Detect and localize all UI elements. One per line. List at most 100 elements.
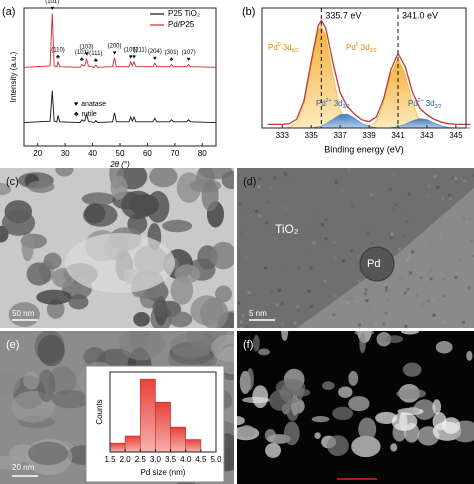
bright-area xyxy=(65,233,175,293)
x-tick-label: 3.5 xyxy=(165,455,177,464)
particle xyxy=(0,370,21,396)
lattice-noise xyxy=(442,298,446,302)
x-tick-label: 337 xyxy=(333,131,347,140)
lattice-noise xyxy=(269,186,273,190)
particle xyxy=(338,386,353,399)
peak-label: (107) xyxy=(182,50,196,56)
particle xyxy=(176,172,202,203)
particle xyxy=(43,252,62,270)
lattice-noise xyxy=(347,297,351,301)
x-tick-label: 341 xyxy=(391,131,405,140)
lattice-noise xyxy=(257,185,261,189)
particle xyxy=(385,335,403,344)
x-tick-label: 60 xyxy=(143,149,152,158)
particle xyxy=(265,442,282,458)
particle xyxy=(215,285,232,303)
lattice-noise xyxy=(297,309,301,313)
particle xyxy=(413,399,436,420)
x-tick-label: 2.0 xyxy=(120,455,132,464)
x-tick-label: 339 xyxy=(362,131,376,140)
label-part: 2+ xyxy=(326,98,332,104)
particle xyxy=(432,399,442,415)
lattice-noise xyxy=(297,266,301,270)
x-tick-label: 333 xyxy=(276,131,290,140)
particle xyxy=(314,432,321,440)
lattice-noise xyxy=(369,190,373,194)
particle xyxy=(26,262,52,286)
lattice-noise xyxy=(324,237,328,241)
lattice-noise xyxy=(472,173,474,177)
lattice-noise xyxy=(364,288,368,292)
lattice-noise xyxy=(332,313,336,317)
particle xyxy=(48,366,77,395)
lattice-noise xyxy=(244,256,248,260)
x-tick-label: 1.5 xyxy=(104,455,116,464)
lattice-noise xyxy=(383,283,387,287)
particle xyxy=(391,412,418,431)
x-tick-label: 5.0 xyxy=(210,455,222,464)
peak-symbol: ♣ xyxy=(56,54,60,60)
particle xyxy=(211,334,234,363)
lattice-noise xyxy=(347,168,351,172)
particle xyxy=(201,180,219,212)
peak-label: (111) xyxy=(89,51,102,57)
lattice-noise xyxy=(436,185,440,189)
lattice-noise xyxy=(401,277,405,281)
particle xyxy=(83,347,106,367)
peak-symbol: ♥ xyxy=(187,57,191,63)
particle xyxy=(252,385,269,409)
x-tick-label: 70 xyxy=(170,149,179,158)
particle xyxy=(466,350,473,361)
particle xyxy=(348,370,359,386)
particle xyxy=(174,264,201,284)
lattice-noise xyxy=(265,221,269,225)
lattice-noise xyxy=(242,306,246,310)
particle xyxy=(149,168,178,188)
bar xyxy=(139,378,156,453)
lattice-noise xyxy=(273,176,277,180)
xrd-line xyxy=(23,90,217,124)
lattice-noise xyxy=(439,233,443,237)
lattice-noise xyxy=(276,226,280,230)
peak-symbol: ♥ xyxy=(129,54,133,60)
micrograph xyxy=(237,331,474,484)
lattice-noise xyxy=(459,177,463,181)
x-tick-label: 4.5 xyxy=(195,455,207,464)
particle xyxy=(169,333,214,358)
lattice-noise xyxy=(324,218,328,222)
label-part: 0 xyxy=(278,42,281,48)
region-label: TiO₂ xyxy=(275,222,299,236)
lattice-noise xyxy=(432,313,436,317)
particle xyxy=(354,331,374,336)
pd-particle xyxy=(359,246,395,282)
label-part: 3d xyxy=(424,99,435,108)
lattice-noise xyxy=(397,247,401,251)
lattice-noise xyxy=(374,322,378,326)
lattice-noise xyxy=(275,303,279,307)
particle xyxy=(311,416,330,423)
particle xyxy=(133,311,150,327)
particle xyxy=(1,209,36,236)
lattice-noise xyxy=(366,232,370,236)
x-tick-label: 40 xyxy=(88,149,97,158)
bar xyxy=(109,442,126,453)
x-axis-label: Binding energy (eV) xyxy=(324,144,404,154)
lattice-noise xyxy=(372,193,376,197)
peak-label: (101) xyxy=(45,0,59,5)
particle xyxy=(55,168,74,177)
particle xyxy=(27,180,55,193)
lattice-noise xyxy=(454,275,458,279)
label-part: 2+ xyxy=(418,98,424,104)
x-tick-label: 4.0 xyxy=(180,455,192,464)
lattice-noise xyxy=(363,292,367,296)
lattice-noise xyxy=(463,179,467,183)
label-part: 3/2 xyxy=(435,104,442,110)
micrograph xyxy=(237,168,474,328)
lattice-noise xyxy=(340,188,344,192)
peak-symbol: ♣ xyxy=(170,57,174,63)
label-part: Pd xyxy=(268,43,278,52)
particle xyxy=(21,231,34,262)
lattice-noise xyxy=(427,184,431,188)
particle xyxy=(400,331,420,335)
label-part: 5/2 xyxy=(292,48,299,54)
